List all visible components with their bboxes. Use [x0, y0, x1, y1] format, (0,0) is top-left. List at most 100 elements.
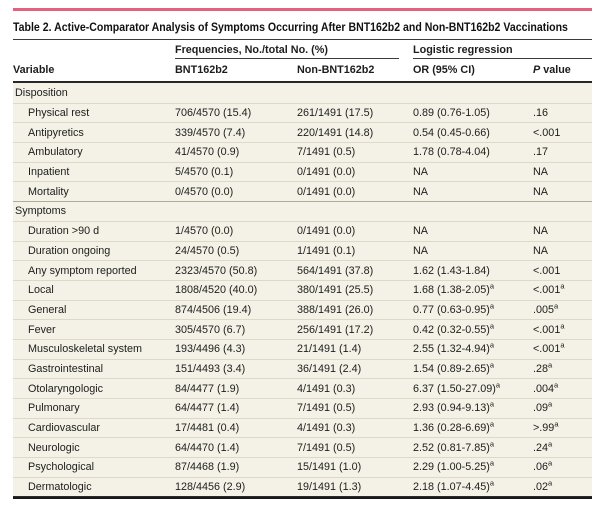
cell-bnt162b2-frequency: 128/4456 (2.9) — [175, 481, 246, 494]
table-row-any-symptom-reported: Any symptom reported 2323/4570 (50.8) 564/… — [13, 260, 592, 280]
section-header-disposition: Disposition — [13, 83, 592, 103]
footnote-marker: a — [489, 284, 494, 291]
column-group-spacer — [13, 44, 175, 59]
footnote-marker: a — [548, 402, 553, 409]
cell-bnt162b2-frequency: 193/4496 (4.3) — [175, 343, 246, 356]
table-top-accent-rule — [13, 8, 592, 11]
p-value-rest: value — [540, 64, 571, 76]
cell-non-bnt162b2-frequency: 21/1491 (1.4) — [297, 343, 362, 356]
column-header-non-bnt162b2: Non-BNT162b2 — [297, 64, 375, 76]
cell-variable: Antipyretics — [28, 126, 84, 139]
cell-non-bnt162b2-frequency: 19/1491 (1.3) — [297, 481, 362, 494]
footnote-marker: a — [495, 382, 501, 390]
cell-variable: Neurologic — [28, 441, 80, 454]
section-label: Disposition — [15, 86, 68, 99]
table-2: Table 2. Active-Comparator Analysis of S… — [13, 8, 592, 500]
cell-variable: Mortality — [28, 185, 69, 198]
cell-non-bnt162b2-frequency: 0/1491 (0.0) — [297, 225, 356, 238]
column-header-p-value: P value — [533, 64, 592, 76]
title-divider-rule — [13, 39, 592, 40]
table-row-inpatient: Inpatient 5/4570 (0.1) 0/1491 (0.0) NA NA — [13, 161, 592, 182]
table-row-mortality: Mortality 0/4570 (0.0) 0/1491 (0.0) NA NA — [13, 181, 592, 201]
cell-variable: General — [28, 303, 67, 316]
cell-p-value: NA — [533, 166, 548, 179]
footnote-marker: a — [489, 323, 494, 330]
cell-p-value: NA — [533, 185, 548, 198]
table-row-ambulatory: Ambulatory 41/4570 (0.9) 7/1491 (0.5) 1.78 … — [13, 142, 592, 162]
table-row-pulmonary: Pulmonary 64/4477 (1.4) 7/1491 (0.5) 2.93 (… — [13, 398, 592, 418]
table-row-duration-ongoing: Duration ongoing 24/4570 (0.5) 1/1491 (0.1… — [13, 240, 592, 261]
footnote-marker: a — [489, 422, 494, 429]
cell-bnt162b2-frequency: 706/4570 (15.4) — [175, 107, 252, 120]
cell-bnt162b2-frequency: 339/4570 (7.4) — [175, 126, 246, 139]
cell-p-value: NA — [533, 244, 548, 257]
cell-bnt162b2-frequency: 24/4570 (0.5) — [175, 244, 240, 257]
table-row-psychological: Psychological 87/4468 (1.9) 15/1491 (1.0) 2… — [13, 457, 592, 477]
cell-odds-ratio: 0.42 (0.32-0.55)a — [413, 324, 533, 336]
column-header-row: Variable BNT162b2 Non-BNT162b2 OR (95% C… — [13, 59, 592, 83]
cell-p-value: .16 — [533, 107, 549, 120]
cell-bnt162b2-frequency: 64/4477 (1.4) — [175, 402, 240, 415]
footnote-marker: a — [489, 441, 494, 449]
cell-p-value: .17 — [533, 146, 549, 159]
table-row-gastrointestinal: Gastrointestinal 151/4493 (3.4) 36/1491 (2… — [13, 358, 592, 379]
cell-odds-ratio: NA — [413, 225, 428, 238]
table-row-duration-90-d: Duration >90 d 1/4570 (0.0) 0/1491 (0.0) NA… — [13, 220, 592, 241]
cell-bnt162b2-frequency: 64/4470 (1.4) — [175, 441, 240, 454]
table-row-musculoskeletal-system: Musculoskeletal system 193/4496 (4.3) 21/1… — [13, 338, 592, 359]
footnote-marker: a — [548, 441, 553, 449]
cell-non-bnt162b2-frequency: 0/1491 (0.0) — [297, 166, 356, 179]
cell-odds-ratio: 1.68 (1.38-2.05)a — [413, 284, 533, 296]
cell-bnt162b2-frequency: 151/4493 (3.4) — [175, 362, 246, 375]
cell-variable: Gastrointestinal — [28, 362, 104, 375]
cell-p-value: .28a — [533, 363, 592, 375]
table-title: Table 2. Active-Comparator Analysis of S… — [13, 20, 568, 34]
table-row-otolaryngologic: Otolaryngologic 84/4477 (1.9) 4/1491 (0.3)… — [13, 378, 592, 398]
cell-p-value: <.001a — [533, 284, 592, 296]
cell-variable: Local — [28, 284, 54, 297]
cell-odds-ratio: 2.52 (0.81-7.85)a — [413, 442, 533, 454]
cell-non-bnt162b2-frequency: 1/1491 (0.1) — [297, 244, 356, 257]
section-header-symptoms: Symptoms — [13, 201, 592, 221]
cell-variable: Ambulatory — [28, 146, 83, 159]
table-body: Disposition Physical rest 706/4570 (15.4) 2… — [13, 83, 592, 497]
table-row-dermatologic: Dermatologic 128/4456 (2.9) 19/1491 (1.3) 2… — [13, 476, 592, 497]
cell-non-bnt162b2-frequency: 256/1491 (17.2) — [297, 323, 374, 336]
footnote-marker: a — [560, 323, 565, 330]
cell-non-bnt162b2-frequency: 7/1491 (0.5) — [297, 441, 356, 454]
cell-bnt162b2-frequency: 87/4468 (1.9) — [175, 461, 240, 474]
cell-p-value: .06a — [533, 461, 592, 473]
cell-odds-ratio: 0.77 (0.63-0.95)a — [413, 304, 533, 316]
table-row-general: General 874/4506 (19.4) 388/1491 (26.0) 0.7… — [13, 299, 592, 320]
column-header-bnt162b2: BNT162b2 — [175, 64, 228, 76]
cell-non-bnt162b2-frequency: 220/1491 (14.8) — [297, 126, 374, 139]
cell-odds-ratio: 2.29 (1.00-5.25)a — [413, 461, 533, 473]
cell-p-value: >.99a — [533, 422, 592, 434]
table-row-cardiovascular: Cardiovascular 17/4481 (0.4) 4/1491 (0.3) 1… — [13, 417, 592, 438]
cell-odds-ratio: 2.55 (1.32-4.94)a — [413, 343, 533, 355]
cell-bnt162b2-frequency: 2323/4570 (50.8) — [175, 264, 258, 277]
cell-odds-ratio: NA — [413, 185, 428, 198]
cell-odds-ratio: 1.54 (0.89-2.65)a — [413, 363, 533, 375]
cell-variable: Fever — [28, 323, 56, 336]
cell-odds-ratio: 2.18 (1.07-4.45)a — [413, 481, 533, 493]
footnote-marker: a — [548, 461, 553, 468]
footnote-marker: a — [548, 362, 553, 370]
cell-variable: Musculoskeletal system — [28, 343, 143, 356]
cell-variable: Psychological — [28, 461, 95, 474]
column-group-row: Frequencies, No./total No. (%) Logistic … — [13, 44, 592, 59]
table-row-physical-rest: Physical rest 706/4570 (15.4) 261/1491 (17… — [13, 102, 592, 123]
cell-non-bnt162b2-frequency: 7/1491 (0.5) — [297, 146, 356, 159]
column-group-logistic-regression: Logistic regression — [413, 44, 592, 59]
footnote-marker: a — [548, 481, 553, 488]
cell-odds-ratio: NA — [413, 166, 428, 179]
table-bottom-rule — [13, 496, 592, 500]
cell-p-value: .02a — [533, 481, 592, 493]
footnote-marker: a — [560, 284, 565, 291]
footnote-marker: a — [489, 362, 494, 370]
cell-variable: Inpatient — [28, 166, 70, 179]
cell-odds-ratio: 6.37 (1.50-27.09)a — [413, 383, 533, 395]
cell-variable: Otolaryngologic — [28, 382, 104, 395]
cell-bnt162b2-frequency: 874/4506 (19.4) — [175, 303, 252, 316]
